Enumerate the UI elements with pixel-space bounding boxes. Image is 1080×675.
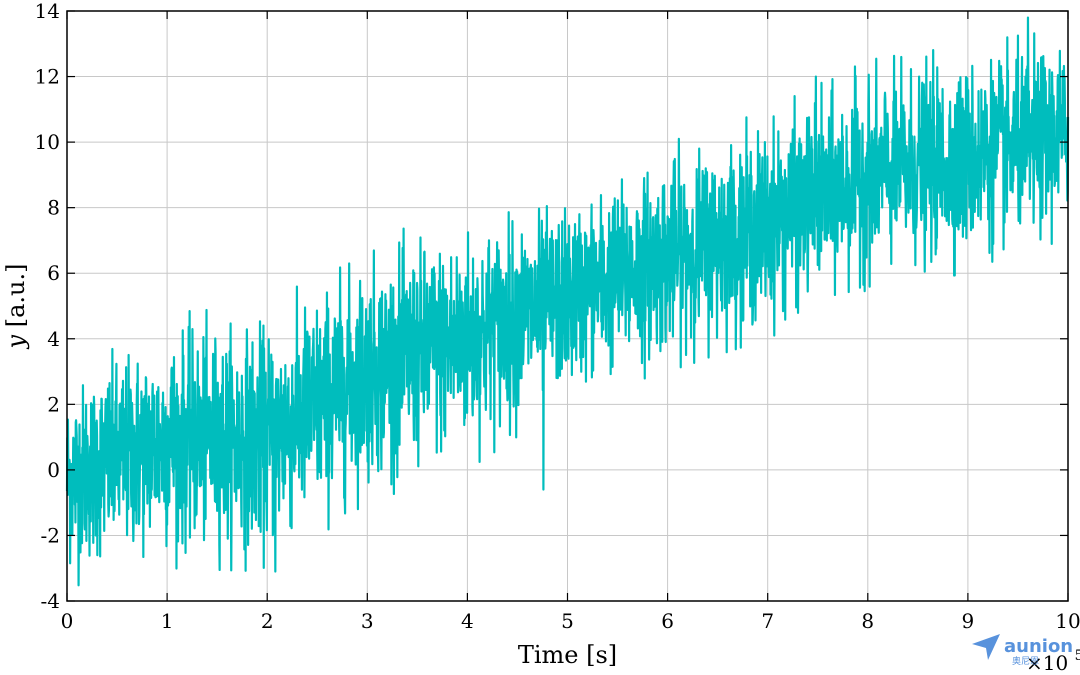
y-tick-label: 2 [47,392,60,416]
x-tick-label: 3 [361,609,374,633]
axis-ticks [66,10,1069,602]
x-tick-label: 7 [761,609,774,633]
x-exponent-label: ×10 5 [1026,648,1080,675]
x-tick-label: 0 [61,609,74,633]
y-axis-label-unit: [a.u.] [2,264,30,328]
series-line [65,16,1070,587]
x-tick-label: 4 [461,609,474,633]
x-exponent-power: 5 [1075,648,1080,664]
y-tick-label: 8 [47,196,60,220]
watermark-brand: aunion [1004,636,1073,657]
x-tick-label: 10 [1055,609,1080,633]
y-axis-label: y [a.u.] [2,264,30,350]
paper-plane-icon [972,634,1000,660]
y-tick-label: 6 [47,261,60,285]
y-tick-label: 14 [35,0,60,23]
x-tick-label: 2 [261,609,274,633]
x-tick-label: 5 [561,609,574,633]
x-tick-label: 8 [861,609,874,633]
watermark-sub: 奥尼恩 [1012,655,1039,667]
x-tick-label: 1 [161,609,174,633]
y-tick-label: -2 [41,523,60,547]
y-axis-label-var: y [2,334,30,349]
y-tick-label: -4 [41,589,60,613]
series-path [65,16,1070,587]
y-tick-label: 12 [35,65,60,89]
y-tick-label: 4 [47,327,60,351]
x-tick-label: 6 [661,609,674,633]
y-tick-label: 0 [47,458,60,482]
y-tick-label: 10 [35,130,60,154]
x-tick-label: 9 [962,609,975,633]
x-exponent-base: ×10 [1026,651,1068,675]
watermark-logo: aunion 奥尼恩 [972,634,1073,667]
x-axis-label: Time [s] [518,641,617,669]
